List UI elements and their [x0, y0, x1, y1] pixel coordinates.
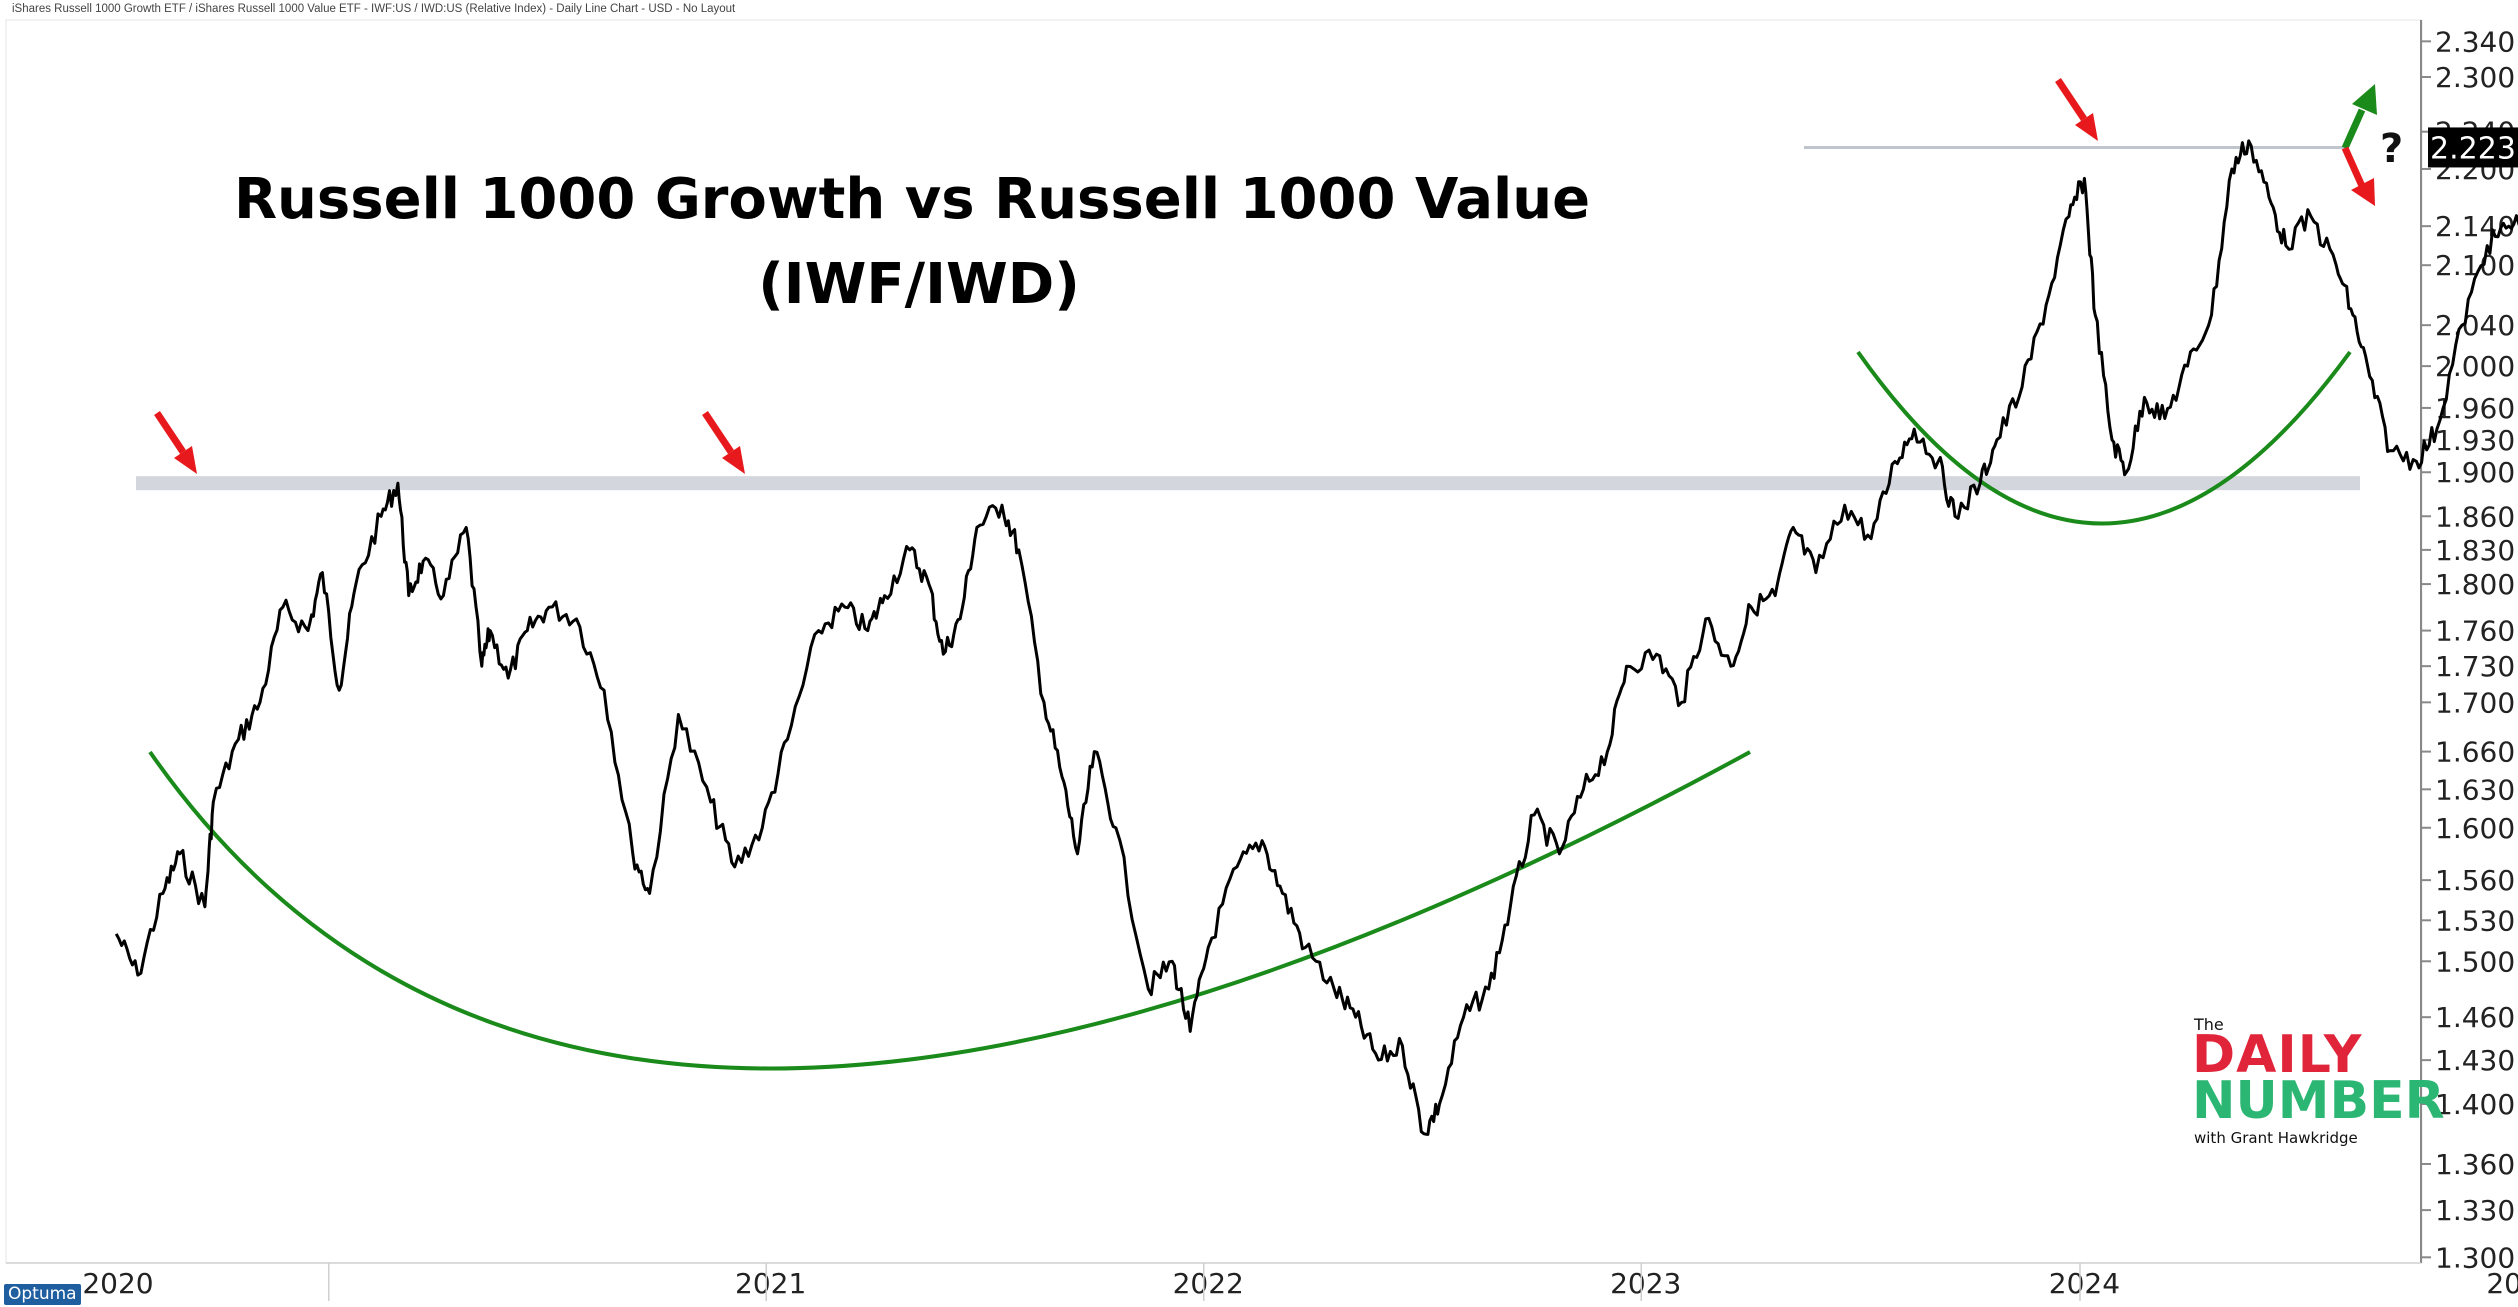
y-tick-label: 1.860 — [2435, 500, 2515, 533]
y-tick-label: 1.600 — [2435, 812, 2515, 845]
y-tick-label: 1.700 — [2435, 686, 2515, 719]
logo-with: with Grant Hawkridge — [2194, 1129, 2358, 1147]
chart-subtitle: (IWF/IWD) — [758, 252, 1080, 317]
x-tick-label: 2024 — [2049, 1267, 2120, 1300]
y-tick-label: 1.930 — [2435, 424, 2515, 457]
y-tick-label: 1.760 — [2435, 615, 2515, 648]
last-value-label: 2.223 — [2430, 131, 2516, 166]
y-tick-label: 1.960 — [2435, 392, 2515, 425]
y-tick-label: 1.500 — [2435, 945, 2515, 978]
x-tick-label: 2023 — [1610, 1267, 1681, 1300]
y-tick-label: 1.400 — [2435, 1088, 2515, 1121]
down-arrow-2024 — [2055, 78, 2098, 141]
y-tick-label: 1.900 — [2435, 456, 2515, 489]
y-tick-label: 1.830 — [2435, 534, 2515, 567]
y-tick-label: 1.300 — [2435, 1241, 2515, 1274]
y-tick-label: 1.530 — [2435, 904, 2515, 937]
question-mark: ? — [2380, 126, 2403, 172]
logo-daily: DAILY — [2192, 1025, 2363, 1085]
logo-number: NUMBER — [2192, 1071, 2445, 1131]
resistance-band — [136, 476, 2360, 491]
chart-title: Russell 1000 Growth vs Russell 1000 Valu… — [234, 167, 1590, 232]
series-points — [116, 141, 2518, 1134]
rounding-bottom-arc-large — [148, 750, 1751, 1071]
x-tick-label: 2025 — [2486, 1267, 2518, 1300]
y-tick-label: 2.340 — [2435, 25, 2515, 58]
down-arrow-2020 — [154, 411, 197, 474]
down-arrow-fork — [2341, 146, 2375, 206]
y-axis-ticks: 2.3402.3002.2402.2002.1402.1002.0402.000… — [2421, 25, 2515, 1274]
y-tick-label: 1.800 — [2435, 568, 2515, 601]
daily-number-logo: The DAILY NUMBER with Grant Hawkridge — [2192, 1015, 2445, 1147]
up-arrow — [2341, 84, 2377, 150]
x-tick-label: 2020 — [82, 1267, 153, 1300]
last-value-badge — [2428, 127, 2518, 168]
y-tick-label: 1.330 — [2435, 1194, 2515, 1227]
y-tick-label: 1.360 — [2435, 1148, 2515, 1181]
y-tick-label: 2.300 — [2435, 61, 2515, 94]
rounding-bottom-arc-small — [1856, 350, 2352, 526]
y-tick-label: 1.430 — [2435, 1044, 2515, 1077]
x-tick-label: 2022 — [1173, 1267, 1244, 1300]
x-tick-label: 2021 — [735, 1267, 806, 1300]
y-tick-label: 2.040 — [2435, 309, 2515, 342]
logo-the: The — [2194, 1015, 2224, 1034]
series-line-iwf-iwd — [114, 139, 2518, 1136]
y-tick-label: 1.660 — [2435, 736, 2515, 769]
chart-caption: iShares Russell 1000 Growth ETF / iShare… — [12, 3, 736, 15]
y-tick-label: 1.560 — [2435, 864, 2515, 897]
down-arrow-2021 — [702, 411, 745, 474]
y-tick-label: 1.730 — [2435, 650, 2515, 683]
fork-arrows — [2341, 84, 2377, 206]
y-tick-label: 2.000 — [2435, 350, 2515, 383]
optuma-badge: Optuma — [4, 1284, 81, 1305]
down-arrows — [154, 78, 2098, 474]
y-tick-label: 1.460 — [2435, 1001, 2515, 1034]
x-axis-labels: 2020 2021 2022 2023 2024 2025 — [82, 1263, 2518, 1301]
y-tick-label: 1.630 — [2435, 773, 2515, 806]
